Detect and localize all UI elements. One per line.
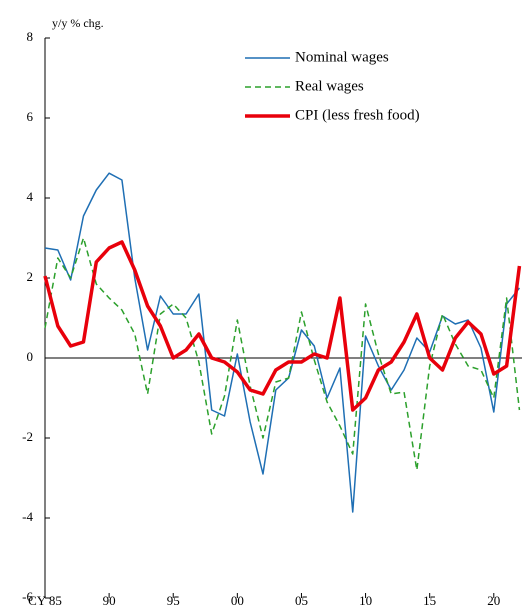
x-tick-label: 10 (359, 593, 372, 608)
y-tick-label: 8 (27, 29, 34, 44)
legend-label: Real wages (295, 78, 364, 94)
y-tick-label: -2 (22, 429, 33, 444)
x-tick-label: CY 85 (28, 593, 62, 608)
y-tick-label: 6 (27, 109, 34, 124)
y-tick-label: -6 (22, 589, 33, 604)
x-tick-label: 95 (167, 593, 180, 608)
series-line (44, 237, 521, 471)
y-tick-label: 4 (27, 189, 34, 204)
x-tick-label: 00 (231, 593, 244, 608)
series-line (44, 172, 521, 513)
y-axis-label: y/y % chg. (52, 16, 104, 30)
legend-label: CPI (less fresh food) (295, 107, 420, 123)
x-tick-label: 05 (295, 593, 308, 608)
y-tick-label: 0 (27, 349, 34, 364)
x-tick-label: 15 (423, 593, 436, 608)
x-tick-label: 90 (103, 593, 116, 608)
y-tick-label: 2 (27, 269, 34, 284)
legend-label: Nominal wages (295, 49, 389, 65)
series-line (43, 240, 522, 412)
x-tick-label: 20 (487, 593, 500, 608)
y-tick-label: -4 (22, 509, 33, 524)
